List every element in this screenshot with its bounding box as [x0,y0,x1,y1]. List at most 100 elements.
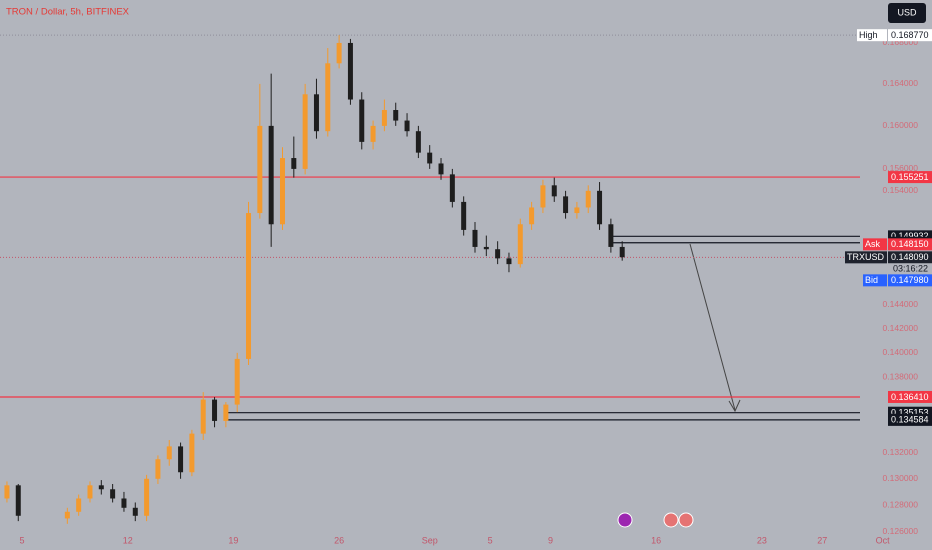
candle-body [427,152,433,164]
y-tick-label: 0.128000 [883,499,919,509]
event-icon[interactable] [663,512,679,528]
candle-body [279,158,285,225]
candle-body [246,213,252,359]
price-tag [888,390,932,403]
price-tag [888,251,932,264]
candle-body [234,358,240,405]
y-tick-label: 0.132000 [883,447,919,457]
candle-body [483,246,489,250]
candle-body [438,163,444,175]
x-tick-label: 5 [20,535,25,545]
candle-body [472,229,478,247]
candle-body [393,110,399,121]
candle-body [302,94,308,169]
y-tick-label: 0.130000 [883,473,919,483]
x-tick-label: Oct [876,535,891,545]
price-tag-name-box [857,29,887,42]
price-tag-label: 0.148090 [891,252,929,262]
price-tag-name-box [845,251,887,264]
candle-body [132,507,138,516]
price-tag-label: 0.134584 [891,415,929,425]
x-tick-label: 5 [488,535,493,545]
candle-body [110,489,116,499]
price-tag-name-box [863,274,887,287]
candle-body [268,125,274,225]
candle-body [200,399,206,434]
candle-body [563,196,569,214]
countdown-box [888,263,932,275]
candle-body [98,485,104,490]
price-tag-name: TRXUSD [847,252,885,262]
candle-body [144,478,150,516]
y-tick-label: 0.138000 [883,372,919,382]
price-tag [888,171,932,184]
countdown: 03:16:22 [893,264,928,274]
x-tick-label: 27 [817,535,827,545]
candle-body [347,42,353,100]
price-tag-name: High [859,30,878,40]
candle-body [313,94,319,132]
candle-body [257,125,263,214]
price-tag-label: 0.149932 [891,231,929,241]
price-tag-name: Bid [865,275,878,285]
candle-body [461,201,467,230]
candle-body [336,42,342,64]
y-tick-label: 0.126000 [883,526,919,536]
price-tag-label: 0.136410 [891,392,929,402]
chart-title: TRON / Dollar, 5h, BITFINEX [6,7,130,18]
x-tick-label: Sep [422,535,438,545]
x-tick-label: 9 [548,535,553,545]
candle-body [87,485,93,499]
candle-body [178,446,184,473]
candle-body [449,174,455,202]
candle-body [223,404,229,421]
currency-button[interactable] [888,3,926,23]
candle-body [325,63,331,132]
candle-body [597,190,603,225]
price-tag [888,29,932,42]
candle-body [291,158,297,169]
candle-body [415,131,421,153]
candle-body [495,249,501,259]
y-tick-label: 0.164000 [883,78,919,88]
candle-body [404,120,410,132]
event-icon[interactable] [678,512,694,528]
price-tag-label: 0.148150 [891,239,929,249]
price-tag [888,238,932,251]
y-tick-label: 0.160000 [883,120,919,130]
candle-body [381,110,387,126]
price-tag-label: 0.155251 [891,172,929,182]
candle-body [529,207,535,225]
candle-body [608,224,614,247]
candle-body [15,485,21,516]
price-tag-label: 0.147980 [891,275,929,285]
y-tick-label: 0.140000 [883,347,919,357]
candle-body [551,185,557,197]
candle-body [64,511,70,519]
price-tag-name: Ask [865,239,881,249]
candle-body [4,485,10,499]
x-tick-label: 19 [228,535,238,545]
price-tag-label: 0.135153 [891,408,929,418]
price-tag-label: 0.168770 [891,30,929,40]
candle-body [189,433,195,473]
y-tick-label: 0.156000 [883,163,919,173]
candle-body [121,498,127,508]
x-tick-label: 16 [651,535,661,545]
y-tick-label: 0.142000 [883,323,919,333]
candle-body [166,446,172,460]
event-icon[interactable] [617,512,633,528]
currency-label[interactable]: USD [897,7,917,17]
candle-body [212,399,218,421]
y-tick-label: 0.168000 [883,37,919,47]
price-tag [888,413,932,426]
candle-body [359,99,365,142]
candle-body [574,207,580,214]
candle-body [540,185,546,208]
x-tick-label: 12 [123,535,133,545]
candle-body [155,459,161,479]
y-tick-label: 0.144000 [883,299,919,309]
x-tick-label: 26 [334,535,344,545]
price-tag [888,274,932,287]
